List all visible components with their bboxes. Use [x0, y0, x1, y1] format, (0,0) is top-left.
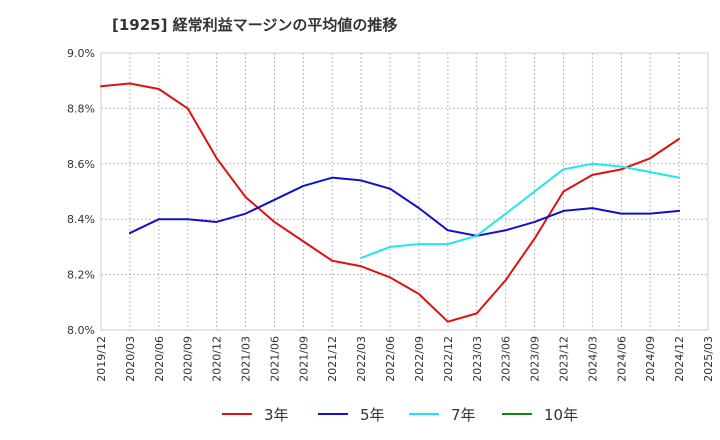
- series-line-3年: [100, 82, 681, 323]
- y-tick-label: 8.8%: [67, 102, 95, 115]
- y-tick-label: 9.0%: [67, 47, 95, 60]
- x-tick-label: 2019/12: [95, 336, 108, 382]
- y-tick-label: 8.6%: [67, 158, 95, 171]
- x-tick-label: 2020/03: [124, 336, 137, 382]
- y-tick-label: 8.2%: [67, 269, 95, 282]
- x-tick-label: 2021/03: [240, 336, 253, 382]
- x-tick-label: 2023/06: [500, 336, 513, 382]
- legend-label-5年: 5年: [360, 406, 385, 424]
- x-tick-label: 2020/09: [182, 336, 195, 382]
- x-tick-label: 2022/06: [384, 336, 397, 382]
- x-tick-label: 2021/09: [297, 336, 310, 382]
- x-tick-label: 2024/06: [615, 336, 628, 382]
- x-tick-label: 2024/03: [586, 336, 599, 382]
- y-tick-label: 8.4%: [67, 213, 95, 226]
- legend-label-7年: 7年: [451, 406, 476, 424]
- x-tick-label: 2024/09: [644, 336, 657, 382]
- x-tick-label: 2022/12: [442, 336, 455, 382]
- x-tick-label: 2025/03: [702, 336, 715, 382]
- series-line-7年: [360, 162, 681, 259]
- legend-label-10年: 10年: [544, 406, 578, 424]
- x-tick-label: 2020/06: [153, 336, 166, 382]
- x-tick-label: 2024/12: [673, 336, 686, 382]
- x-tick-label: 2023/12: [557, 336, 570, 382]
- x-tick-label: 2020/12: [211, 336, 224, 382]
- x-tick-label: 2022/09: [413, 336, 426, 382]
- y-tick-label: 8.0%: [67, 324, 95, 337]
- chart-title: [1925] 経常利益マージンの平均値の推移: [112, 16, 398, 34]
- series-line-5年: [128, 176, 681, 237]
- x-tick-label: 2021/06: [268, 336, 281, 382]
- x-tick-label: 2023/03: [471, 336, 484, 382]
- x-tick-label: 2022/03: [355, 336, 368, 382]
- x-tick-label: 2021/12: [326, 336, 339, 382]
- legend-label-3年: 3年: [264, 406, 289, 424]
- x-tick-label: 2023/09: [529, 336, 542, 382]
- plot-border: [100, 52, 709, 331]
